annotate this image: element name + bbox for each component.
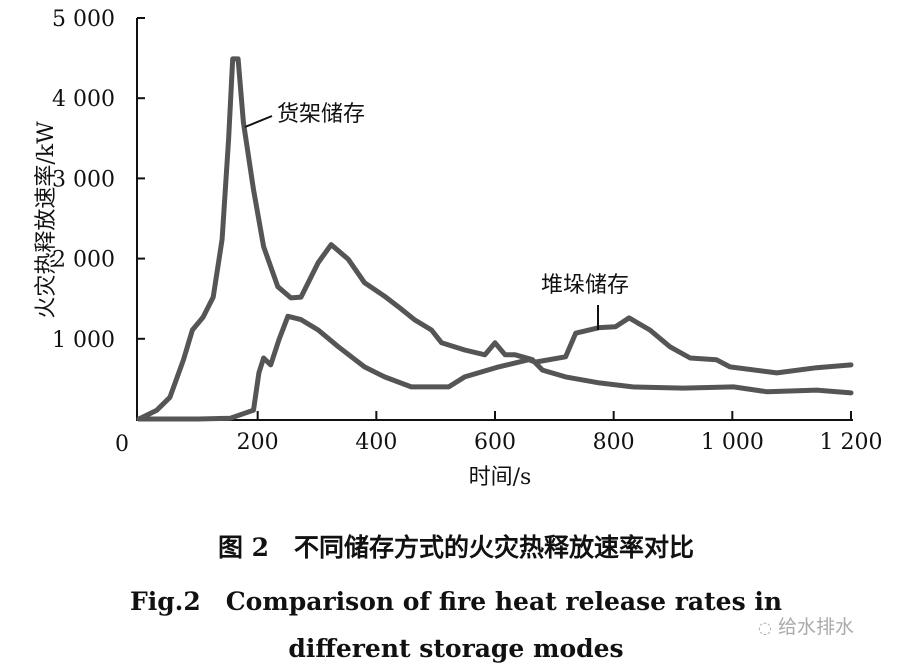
annotation-stack-storage: 堆垛储存: [541, 273, 629, 298]
x-tick-label: 600: [474, 430, 516, 455]
annotation-leader-rack: [244, 115, 273, 128]
watermark: ◌ 给水排水: [758, 612, 854, 639]
annotation-rack-storage: 货架储存: [277, 102, 365, 127]
y-tick-label: 5 000: [52, 7, 115, 32]
x-tick-label: 1 200: [820, 430, 883, 455]
y-tick-label: 3 000: [52, 167, 115, 192]
y-axis-label: 火灾热释放速率/kW: [34, 121, 59, 319]
caption-cn: 图 2 不同储存方式的火灾热释放速率对比: [217, 533, 695, 562]
y-tick-label: 2 000: [52, 248, 115, 273]
x-tick-label: 800: [593, 430, 635, 455]
y-tick-label: 1 000: [52, 328, 115, 353]
watermark-text: 给水排水: [778, 616, 855, 638]
origin-label: 0: [115, 432, 129, 457]
y-tick-label: 4 000: [52, 87, 115, 112]
x-axis-label: 时间/s: [469, 465, 532, 490]
x-tick-label: 200: [237, 430, 279, 455]
caption-en-line2: different storage modes: [288, 634, 624, 663]
series-line-rack-storage: [136, 56, 854, 422]
wechat-icon: ◌: [758, 618, 772, 637]
hrr-chart: 1 000 2 000 3 000 4 000 5 000 200 400 600 800 1 0…: [34, 7, 883, 490]
x-tick-label: 1 000: [701, 430, 764, 455]
series-line-stack-storage: [136, 313, 854, 422]
caption-en-line1: Fig.2 Comparison of fire heat release ra…: [129, 587, 783, 616]
x-tick-label: 400: [355, 430, 397, 455]
